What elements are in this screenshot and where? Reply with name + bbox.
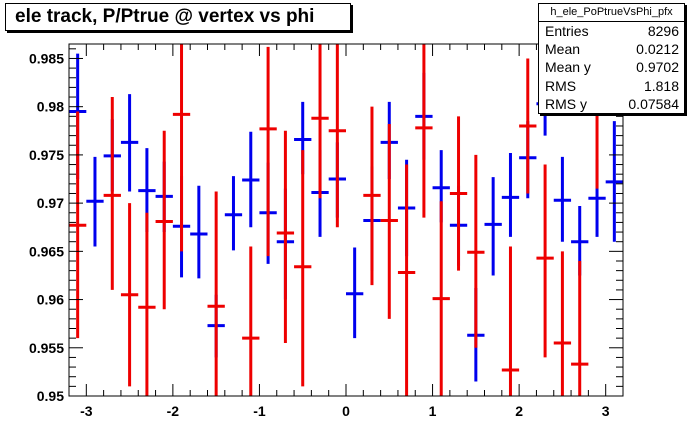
x-tick-label: -2: [167, 403, 180, 419]
data-point: [571, 260, 589, 396]
stats-label: Entries: [545, 23, 589, 39]
data-point: [501, 152, 520, 237]
stats-value: 0.9702: [636, 59, 679, 76]
data-point: [276, 130, 295, 343]
stats-histogram-name: h_ele_PoPtrueVsPhi_pfx: [539, 4, 684, 22]
data-point: [155, 130, 173, 310]
stats-label: RMS: [545, 77, 577, 94]
data-point: [242, 246, 260, 396]
data-point: [415, 44, 433, 218]
data-point: [311, 44, 329, 199]
data-points: [69, 44, 623, 396]
y-tick-label: 0.975: [29, 147, 64, 163]
y-tick-label: 0.96: [37, 292, 64, 308]
data-point: [190, 185, 208, 279]
x-tick-label: -3: [80, 403, 93, 419]
data-point: [363, 106, 381, 286]
data-point: [207, 191, 225, 396]
data-point: [120, 203, 139, 387]
stats-row-mean: Mean 0.0212: [539, 40, 684, 58]
stats-row-rms-y: RMS y 0.07584: [539, 95, 684, 113]
data-point: [259, 46, 277, 257]
data-point: [449, 116, 468, 271]
data-point: [432, 201, 450, 396]
y-tick-label: 0.97: [37, 195, 64, 211]
data-point: [467, 154, 485, 348]
data-point: [172, 44, 191, 252]
data-point: [328, 44, 346, 228]
data-point: [224, 176, 243, 251]
data-point: [380, 124, 398, 319]
data-point: [501, 246, 520, 396]
stats-value: 0.0212: [636, 41, 679, 58]
y-tick-label: 0.95: [37, 388, 64, 404]
data-point: [553, 156, 572, 242]
y-tick-label: 0.955: [29, 340, 64, 356]
x-tick-label: -1: [253, 403, 266, 419]
data-point: [346, 247, 364, 339]
y-tick-label: 0.965: [29, 243, 64, 259]
x-tick-label: 2: [515, 403, 523, 419]
data-point: [120, 94, 139, 192]
stats-row-entries: Entries 8296: [539, 22, 684, 40]
stats-label: Mean y: [545, 59, 591, 76]
stats-value: 1.818: [643, 77, 679, 94]
stats-row-mean-y: Mean y 0.9702: [539, 58, 684, 76]
stats-value: 8296: [647, 23, 679, 39]
data-point: [294, 150, 312, 387]
stats-row-rms: RMS 1.818: [539, 77, 684, 95]
x-tick-label: 1: [429, 403, 437, 419]
data-point: [138, 212, 156, 396]
x-tick-label: 3: [602, 403, 610, 419]
x-tick-label: 0: [342, 403, 350, 419]
chart-title: ele track, P/Ptrue @ vertex vs phi: [5, 3, 351, 31]
y-tick-label: 0.98: [37, 99, 64, 115]
data-point: [69, 111, 87, 339]
data-point: [519, 58, 537, 194]
stats-label: RMS y: [545, 95, 587, 112]
data-point: [553, 251, 572, 396]
stats-label: Mean: [545, 41, 581, 58]
stats-box: h_ele_PoPtrueVsPhi_pfx Entries 8296 Mean…: [538, 3, 685, 114]
stats-value: 0.07584: [628, 95, 679, 112]
data-point: [536, 164, 554, 358]
data-point: [605, 121, 623, 242]
y-tick-label: 0.985: [29, 50, 64, 66]
data-point: [397, 164, 416, 396]
data-point: [242, 131, 260, 228]
data-point: [103, 97, 121, 290]
data-point: [86, 156, 104, 247]
data-point: [484, 177, 502, 276]
